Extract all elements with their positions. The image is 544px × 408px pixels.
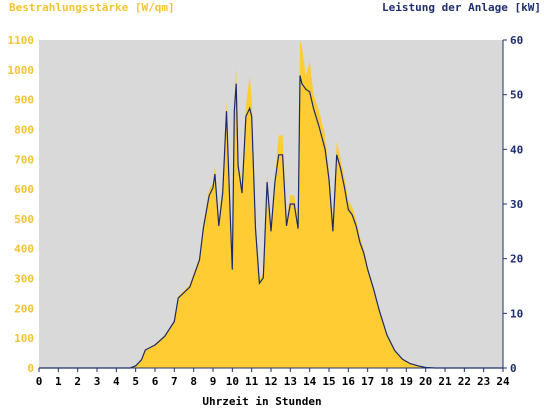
left-axis-label: Bestrahlungsstärke [W/qm] (9, 1, 175, 14)
left-tick-label: 200 (14, 302, 34, 315)
left-tick-label: 600 (14, 183, 34, 196)
left-tick-label: 700 (14, 153, 34, 166)
right-tick-label: 30 (510, 198, 523, 211)
x-tick-label: 22 (458, 375, 471, 388)
x-tick-label: 17 (361, 375, 374, 388)
x-tick-label: 20 (419, 375, 432, 388)
left-tick-label: 100 (14, 332, 34, 345)
x-tick-label: 9 (210, 375, 217, 388)
x-tick-label: 18 (380, 375, 393, 388)
right-axis-label: Leistung der Anlage [kW] (382, 1, 541, 14)
x-tick-label: 8 (190, 375, 197, 388)
left-tick-label: 300 (14, 273, 34, 286)
left-tick-label: 800 (14, 123, 34, 136)
x-tick-label: 15 (322, 375, 335, 388)
series-irradiance-area (39, 40, 503, 368)
left-tick-label: 900 (14, 94, 34, 107)
x-tick-label: 24 (496, 375, 510, 388)
x-tick-label: 14 (303, 375, 317, 388)
x-tick-label: 16 (342, 375, 356, 388)
x-axis-label: Uhrzeit in Stunden (202, 395, 321, 408)
x-tick-label: 6 (152, 375, 159, 388)
x-tick-label: 19 (400, 375, 413, 388)
left-tick-label: 1000 (8, 64, 35, 77)
x-tick-label: 2 (74, 375, 81, 388)
right-tick-label: 60 (510, 34, 523, 47)
right-tick-label: 10 (510, 307, 523, 320)
series-power-line (39, 75, 503, 369)
left-tick-label: 0 (27, 362, 34, 375)
x-tick-label: 1 (55, 375, 62, 388)
x-tick-label: 12 (264, 375, 277, 388)
left-tick-label: 1100 (8, 34, 35, 47)
x-tick-label: 0 (36, 375, 43, 388)
right-tick-label: 40 (510, 143, 523, 156)
x-tick-label: 5 (132, 375, 139, 388)
right-tick-label: 0 (510, 362, 517, 375)
x-tick-label: 4 (113, 375, 120, 388)
left-tick-label: 500 (14, 213, 34, 226)
x-tick-label: 21 (438, 375, 452, 388)
x-tick-label: 7 (171, 375, 178, 388)
x-tick-label: 3 (94, 375, 101, 388)
right-tick-label: 20 (510, 253, 523, 266)
x-tick-label: 10 (226, 375, 239, 388)
x-tick-label: 13 (284, 375, 297, 388)
right-tick-label: 50 (510, 89, 523, 102)
left-tick-label: 400 (14, 243, 34, 256)
x-tick-label: 11 (245, 375, 259, 388)
x-tick-label: 23 (477, 375, 490, 388)
